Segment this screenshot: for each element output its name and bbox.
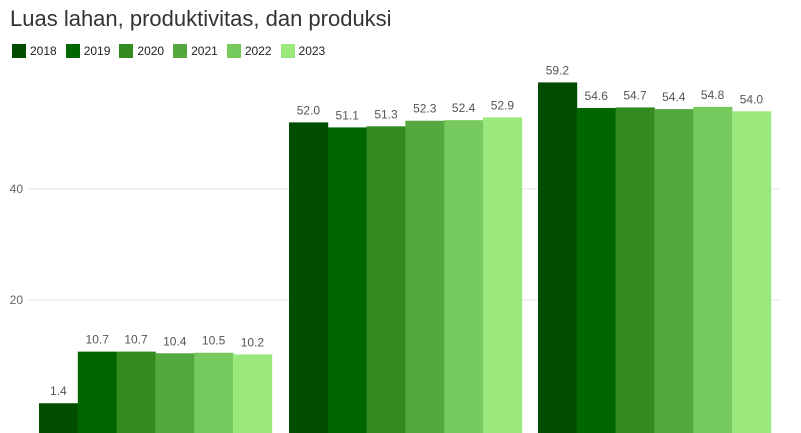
bar-2019[interactable]: [327, 127, 367, 433]
bar-2023[interactable]: [483, 117, 523, 433]
bar-2020[interactable]: [366, 126, 406, 433]
legend-item-2021[interactable]: 2021: [173, 44, 218, 58]
data-label: 54.0: [740, 92, 764, 106]
bar-2018[interactable]: [39, 403, 79, 433]
bar-2018[interactable]: [538, 82, 578, 433]
legend-item-2020[interactable]: 2020: [119, 44, 164, 58]
bar-2021[interactable]: [155, 353, 195, 433]
data-label: 51.1: [336, 108, 360, 122]
chart-title: Luas lahan, produktivitas, dan produksi: [10, 6, 392, 31]
data-label: 59.2: [546, 63, 570, 77]
y-tick-label: 20: [10, 293, 24, 307]
legend-item-2022[interactable]: 2022: [226, 44, 272, 58]
legend-swatch: [12, 44, 26, 58]
data-label: 52.9: [491, 98, 515, 112]
legend-swatch: [173, 44, 188, 58]
legend-label: 2020: [137, 44, 165, 58]
legend-label: 2022: [244, 44, 272, 58]
legend-swatch: [280, 44, 295, 58]
data-label: 52.0: [297, 103, 321, 117]
data-label: 54.6: [585, 89, 609, 103]
legend-label: 2019: [83, 44, 111, 58]
bar-2021[interactable]: [654, 109, 694, 433]
bar-2018[interactable]: [289, 122, 329, 433]
chart-legend: 2018 2019 2020 2021 2022 2023: [12, 44, 334, 58]
bar-2021[interactable]: [405, 120, 445, 433]
legend-label: 2021: [191, 44, 218, 58]
data-label: 52.4: [452, 101, 476, 115]
data-label: 54.8: [701, 88, 725, 102]
data-label: 10.7: [86, 333, 110, 347]
data-label: 10.7: [124, 333, 148, 347]
y-tick-label: 40: [10, 182, 24, 196]
bar-2023[interactable]: [233, 354, 273, 433]
bar-2020[interactable]: [615, 107, 655, 433]
legend-item-2018[interactable]: 2018: [12, 44, 57, 58]
legend-item-2019[interactable]: 2019: [65, 44, 111, 58]
data-label: 54.7: [623, 88, 647, 102]
bar-2020[interactable]: [116, 351, 156, 433]
data-label: 52.3: [413, 102, 437, 116]
legend-label: 2018: [30, 44, 57, 58]
data-label: 10.4: [163, 334, 187, 348]
legend-label: 2023: [298, 44, 326, 58]
legend-swatch: [119, 44, 134, 58]
bar-2019[interactable]: [77, 351, 117, 433]
legend-swatch: [226, 44, 241, 58]
bar-2022[interactable]: [693, 106, 733, 433]
data-label: 51.3: [374, 107, 398, 121]
data-label: 1.4: [50, 384, 67, 398]
data-label: 54.4: [662, 90, 686, 104]
bar-2023[interactable]: [732, 111, 772, 433]
legend-item-2023[interactable]: 2023: [280, 44, 326, 58]
legend-swatch: [65, 44, 80, 58]
data-label: 10.2: [241, 335, 265, 349]
bar-2019[interactable]: [576, 107, 616, 433]
bar-2022[interactable]: [444, 120, 484, 433]
bar-2022[interactable]: [194, 352, 234, 433]
data-label: 10.5: [202, 334, 226, 348]
